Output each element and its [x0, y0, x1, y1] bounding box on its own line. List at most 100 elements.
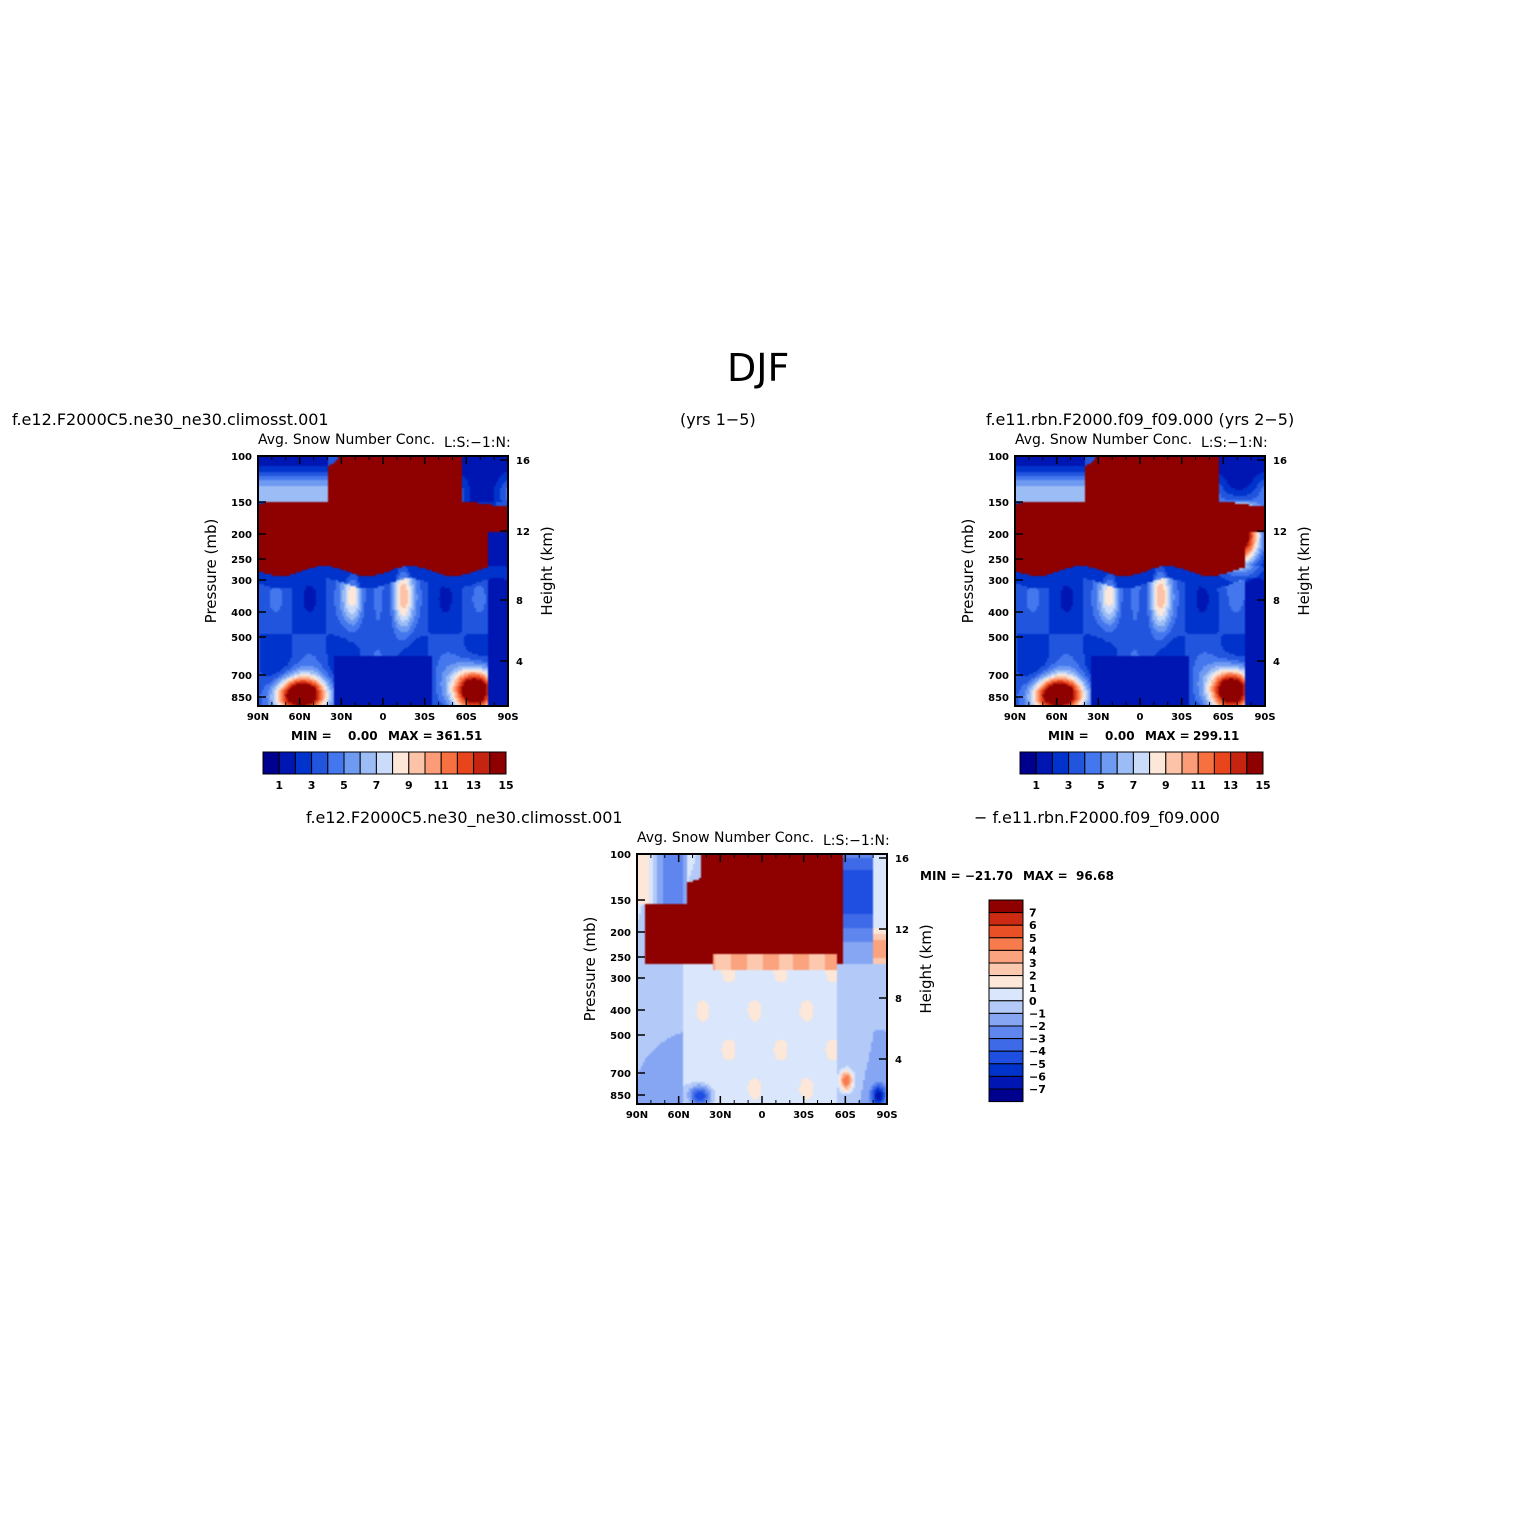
colorbar-label: 7	[373, 779, 381, 792]
x-tick-label: 30N	[330, 712, 352, 723]
x-tick-label: 0	[759, 1110, 766, 1121]
panel-1-max-value: 361.51	[436, 729, 483, 743]
colorbar-swatch	[988, 1063, 1024, 1077]
y-tick-label: 150	[988, 498, 1009, 509]
panel-1-min-value: 0.00	[348, 729, 378, 743]
x-tick-label: 90N	[247, 712, 269, 723]
x-tick-label: 90S	[1254, 712, 1275, 723]
x-tick-label: 30S	[414, 712, 435, 723]
colorbar-swatch	[1197, 751, 1215, 775]
colorbar-swatch	[456, 751, 475, 775]
colorbar-swatch	[440, 751, 458, 775]
colorbar-swatch	[311, 751, 329, 775]
colorbar-swatch	[1084, 751, 1102, 775]
colorbar-label: 5	[1097, 779, 1105, 792]
colorbar-label: −1	[1029, 1007, 1046, 1020]
y-tick-label: 250	[988, 555, 1009, 566]
panel-3-title: Avg. Snow Number Conc.	[637, 830, 815, 846]
top-left-run-label: f.e12.F2000C5.ne30_ne30.climosst.001	[12, 410, 329, 429]
colorbar-label: 7	[1130, 779, 1138, 792]
y-tick-label: 500	[988, 633, 1009, 644]
y-tick-label: 150	[610, 896, 631, 907]
colorbar-label: −5	[1029, 1058, 1046, 1071]
y2-tick-label: 4	[516, 657, 523, 668]
colorbar-swatch	[988, 975, 1024, 989]
y2-axis-title: Height (km)	[917, 924, 935, 1013]
colorbar-swatch	[424, 751, 442, 775]
colorbar-label: −7	[1029, 1083, 1046, 1096]
y-tick-label: 250	[610, 953, 631, 964]
y-tick-label: 700	[988, 671, 1009, 682]
panel-2-max-label: MAX =	[1145, 729, 1190, 743]
bottom-left-run-label: f.e12.F2000C5.ne30_ne30.climosst.001	[306, 808, 623, 827]
panel-3-plot: 90N 60N 30N 0 30S 60S 90S 100 150 200 250 300 400 500…	[581, 850, 935, 1121]
colorbar-swatch	[988, 937, 1024, 951]
colorbar-swatch	[988, 1038, 1024, 1052]
colorbar-label: 15	[1255, 779, 1270, 792]
y-tick-label: 100	[231, 452, 252, 463]
x-tick-label: 60S	[1213, 712, 1234, 723]
x-tick-label: 60N	[1046, 712, 1068, 723]
y2-tick-label: 16	[1273, 456, 1287, 467]
panel-1-title: Avg. Snow Number Conc.	[258, 432, 436, 448]
colorbar-swatch	[1181, 751, 1199, 775]
y-tick-label: 300	[610, 974, 631, 985]
colorbar-swatch	[988, 1000, 1024, 1014]
y-axis-title: Pressure (mb)	[202, 519, 220, 624]
panel-1-plot: 90N 60N 30N 0 30S 60S 90S 100 150 200 250 300 400 500…	[202, 452, 556, 723]
colorbar-label: 2	[1029, 970, 1037, 983]
panel-1-min-label: MIN =	[291, 729, 332, 743]
colorbar-swatch	[988, 987, 1024, 1002]
y2-tick-label: 8	[1273, 596, 1280, 607]
colorbar-swatch	[1246, 751, 1264, 775]
colorbar-label: 4	[1029, 944, 1037, 957]
y-tick-label: 850	[610, 1091, 631, 1102]
y2-axis-title: Height (km)	[1295, 526, 1313, 615]
top-right-run-label: f.e11.rbn.F2000.f09_f09.000 (yrs 2−5)	[986, 410, 1295, 429]
colorbar-label: 7	[1029, 907, 1037, 920]
colorbar-swatch	[1165, 751, 1183, 775]
y-tick-label: 100	[610, 850, 631, 861]
colorbar-label: 11	[1191, 779, 1206, 792]
y2-tick-label: 12	[1273, 527, 1287, 538]
panel-2-min-value: 0.00	[1105, 729, 1135, 743]
colorbar-swatch	[988, 899, 1024, 914]
panel-2-title: Avg. Snow Number Conc.	[1015, 432, 1193, 448]
figure-title: DJF	[727, 346, 790, 390]
colorbar-label: 13	[466, 779, 481, 792]
colorbar-label: −6	[1029, 1070, 1046, 1083]
colorbar-swatch	[988, 962, 1024, 977]
colorbar-swatch	[262, 751, 280, 775]
colorbar-swatch	[988, 1025, 1024, 1040]
y-tick-label: 250	[231, 555, 252, 566]
colorbar-swatch	[1035, 751, 1053, 775]
y-axis-title: Pressure (mb)	[581, 917, 599, 1022]
top-center-years-label: (yrs 1−5)	[680, 410, 756, 429]
x-tick-label: 0	[380, 712, 387, 723]
x-tick-label: 30S	[1171, 712, 1192, 723]
colorbar-swatch	[408, 751, 426, 775]
colorbar-swatch	[988, 949, 1024, 964]
colorbar-swatch	[392, 751, 410, 775]
x-tick-label: 60N	[289, 712, 311, 723]
colorbar-swatch	[1100, 751, 1118, 775]
x-tick-label: 60S	[456, 712, 477, 723]
colorbar-swatch	[375, 751, 394, 775]
y-tick-label: 850	[988, 693, 1009, 704]
colorbar-label: 3	[1065, 779, 1073, 792]
colorbar-label: −4	[1029, 1045, 1046, 1058]
x-tick-label: 60S	[835, 1110, 856, 1121]
heatmap-field	[637, 854, 887, 1104]
y-tick-label: 200	[610, 928, 631, 939]
x-tick-label: 0	[1137, 712, 1144, 723]
heatmap-field	[258, 456, 508, 706]
x-tick-label: 30S	[793, 1110, 814, 1121]
bottom-right-run-label: − f.e11.rbn.F2000.f09_f09.000	[974, 808, 1220, 827]
x-tick-label: 30N	[709, 1110, 731, 1121]
colorbar-swatch	[1132, 751, 1151, 775]
y2-tick-label: 16	[516, 456, 530, 467]
y-tick-label: 400	[988, 608, 1009, 619]
colorbar-label: 9	[405, 779, 413, 792]
panel-3-max-value: 96.68	[1076, 869, 1114, 883]
colorbar-label: 5	[1029, 932, 1037, 945]
